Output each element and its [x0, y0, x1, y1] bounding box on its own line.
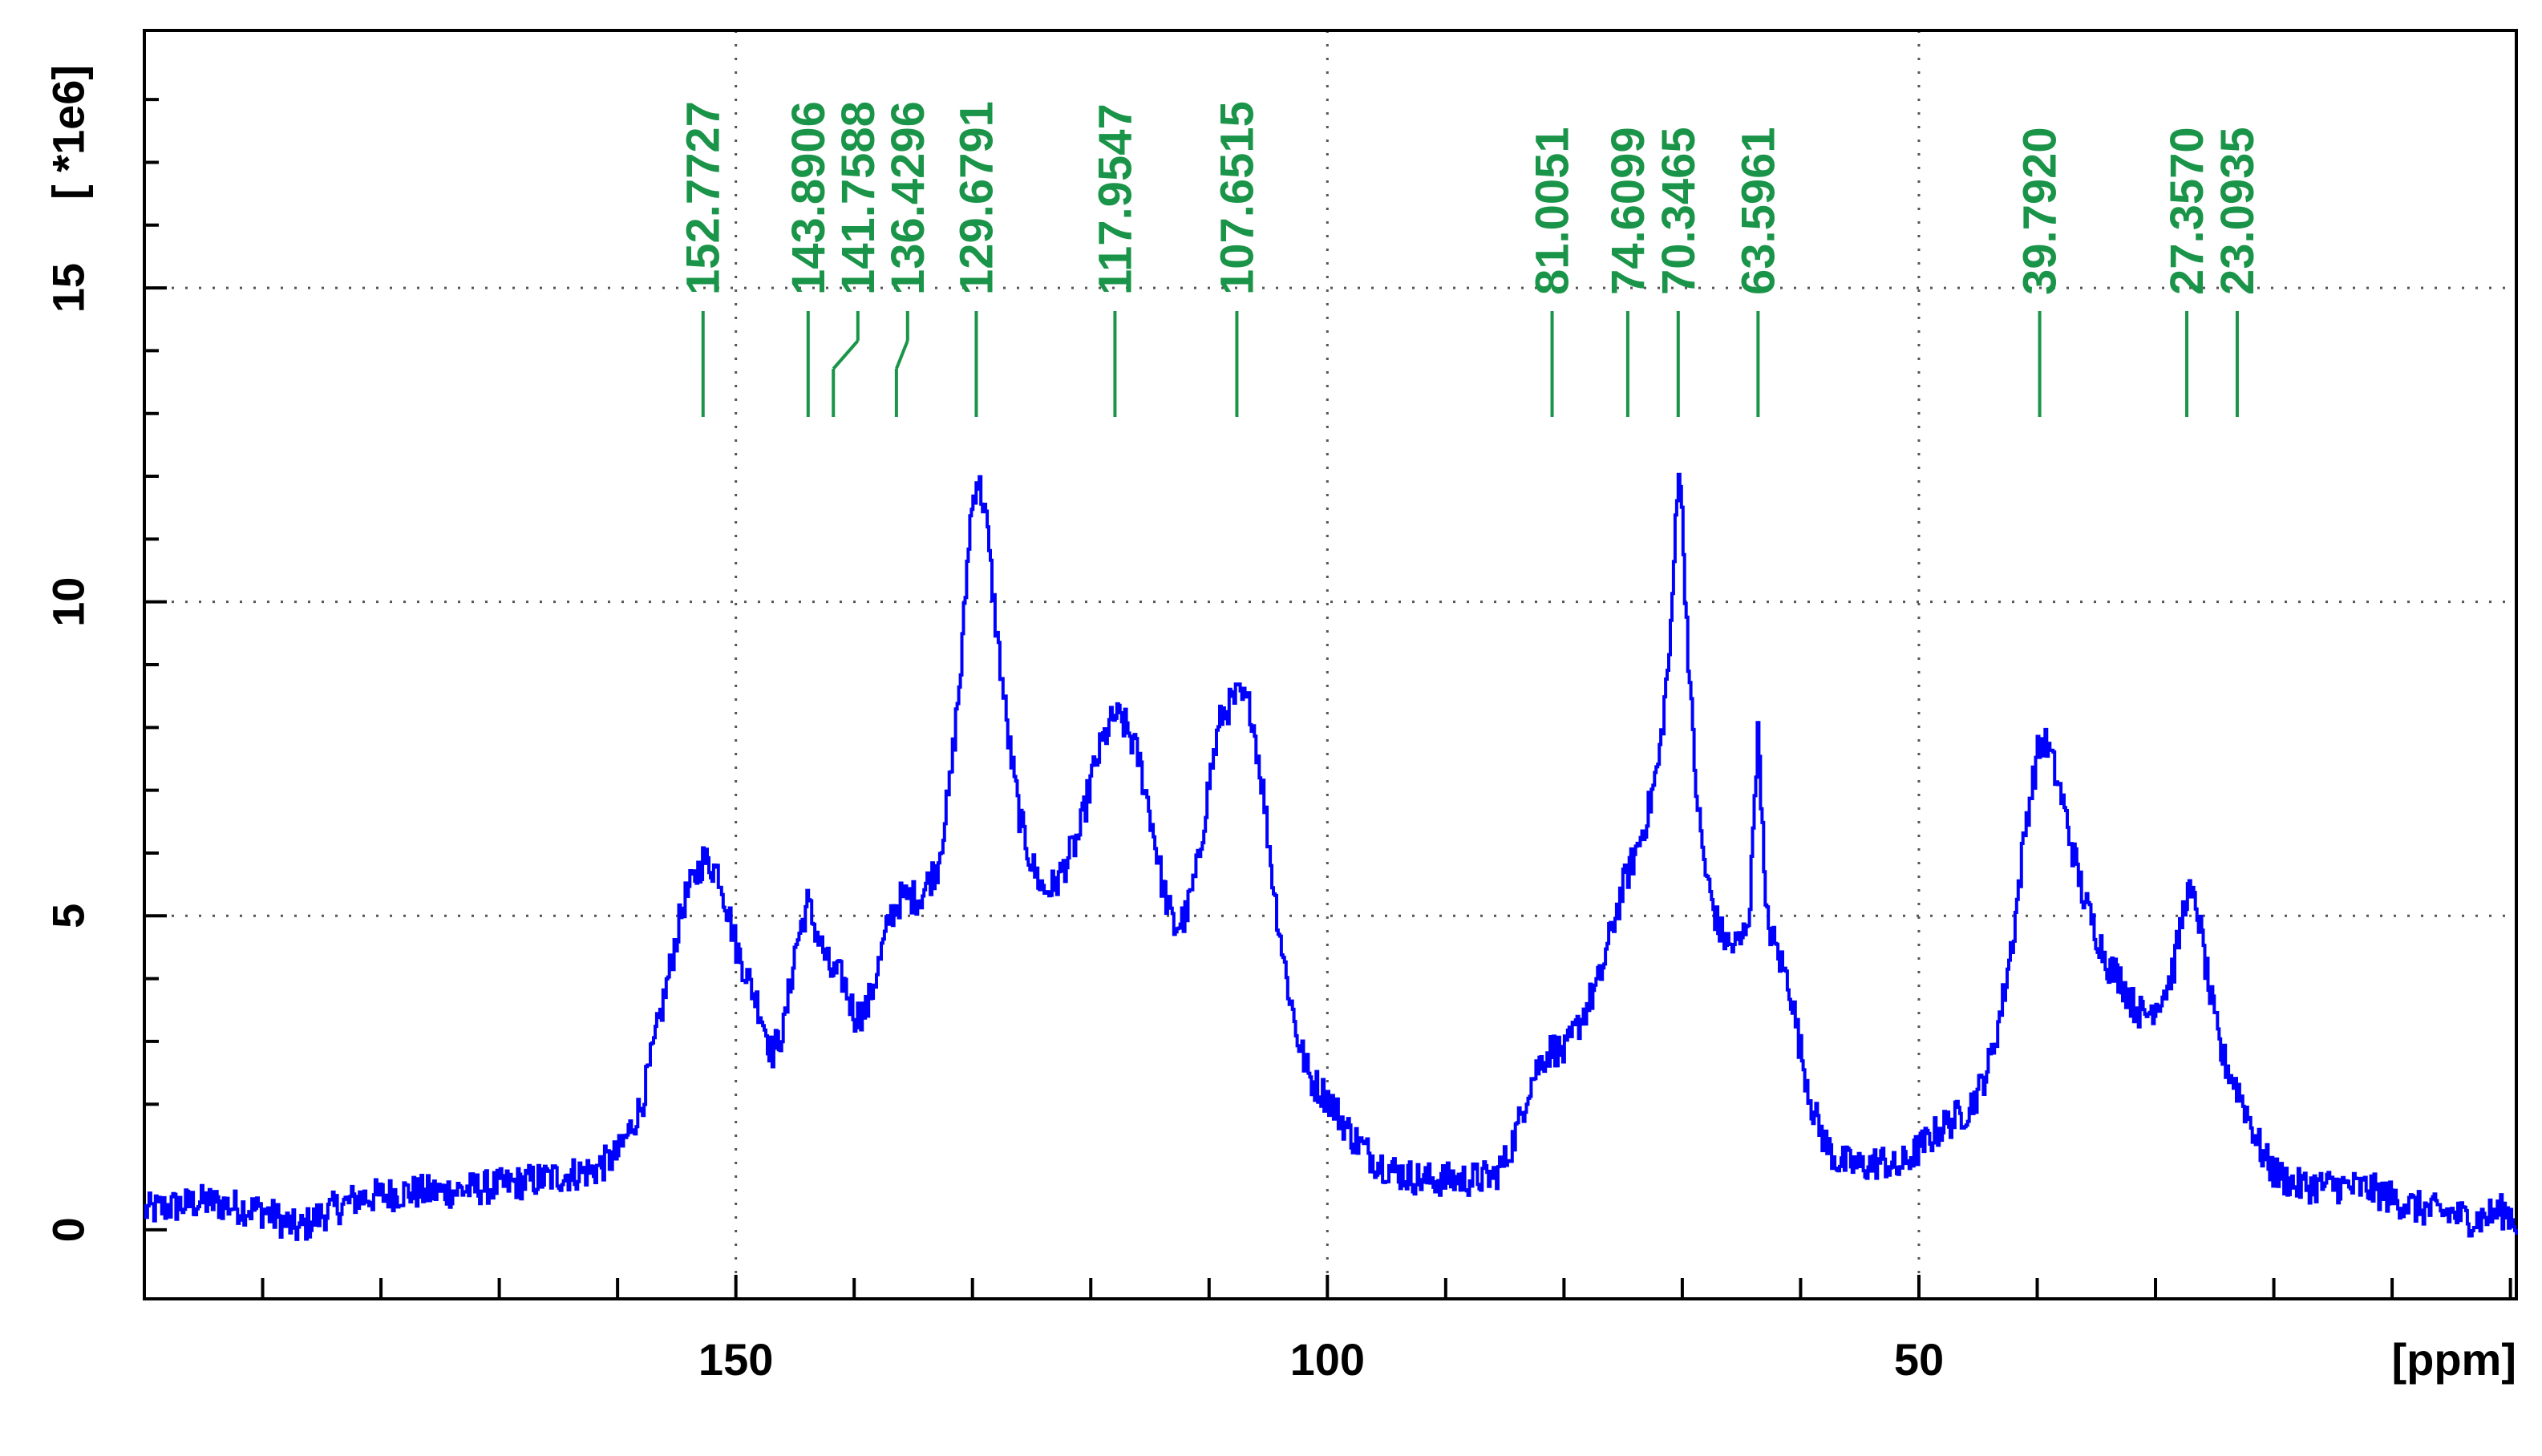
peak-label: 136.4296 — [882, 101, 934, 295]
peak-label: 70.3465 — [1653, 127, 1705, 295]
peak-label: 23.0935 — [2212, 127, 2264, 295]
x-tick-label: 100 — [1290, 1334, 1365, 1385]
x-tick-label: 50 — [1894, 1334, 1944, 1385]
peak-label: 143.8906 — [783, 101, 835, 295]
peak-connector — [832, 339, 860, 370]
peak-label: 27.3570 — [2161, 127, 2213, 295]
peak-label: 152.7727 — [678, 101, 730, 295]
x-tick-label: 150 — [698, 1334, 773, 1385]
y-tick-label: 0 — [43, 1217, 94, 1242]
grid-layer — [144, 30, 2516, 1299]
y-tick-label: 15 — [43, 263, 94, 313]
peak-label: 117.9547 — [1089, 103, 1141, 295]
y-axis-label: [ *1e6] — [43, 65, 94, 200]
peak-label: 81.0051 — [1527, 127, 1579, 295]
peak-label: 129.6791 — [950, 101, 1002, 295]
axis-label-layer: [ppm] [ *1e6] — [43, 65, 2517, 1385]
x-axis-label: [ppm] — [2391, 1334, 2516, 1385]
series-layer — [144, 472, 2518, 1241]
peak-label: 63.5961 — [1732, 127, 1784, 295]
peak-label: 141.7588 — [832, 101, 884, 295]
peak-label: 74.6099 — [1602, 127, 1654, 295]
peak-label: 39.7920 — [2014, 127, 2066, 295]
spectrum-line — [144, 472, 2518, 1241]
y-tick-label: 5 — [43, 904, 94, 928]
axis-layer: 150 100 50 0 5 10 15 — [43, 29, 2518, 1385]
peak-connector — [895, 340, 909, 370]
y-tick-label: 10 — [43, 577, 94, 627]
peak-label: 107.6515 — [1211, 101, 1263, 295]
